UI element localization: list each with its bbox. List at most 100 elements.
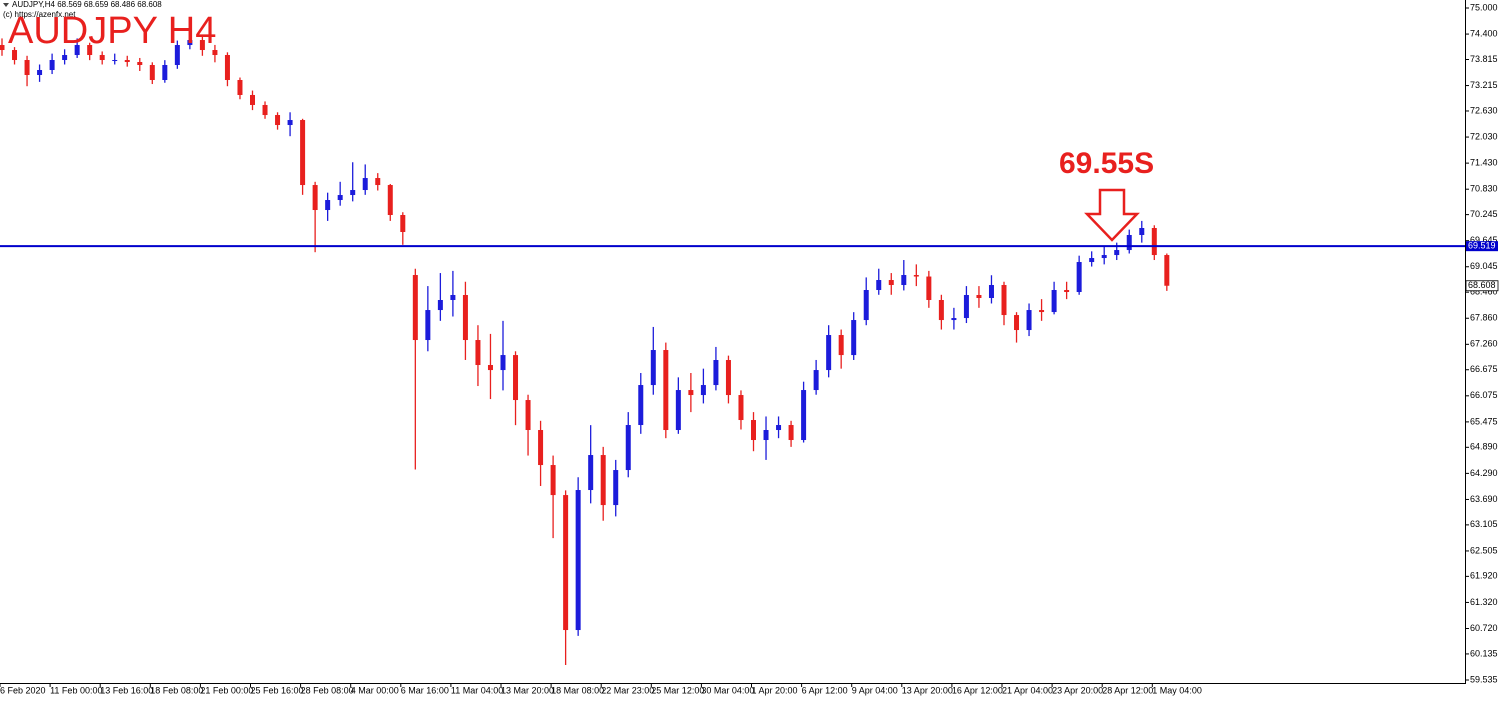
candle-body	[688, 390, 694, 396]
candle-body	[951, 318, 957, 321]
candle-body	[1014, 315, 1020, 331]
y-tick-label: 71.430	[1470, 157, 1498, 167]
candle-body	[663, 350, 669, 431]
candle-body	[462, 295, 468, 341]
candle-body	[162, 65, 168, 80]
candle-body	[49, 60, 55, 71]
candle-body	[513, 355, 519, 401]
candle-body	[74, 45, 80, 56]
candle-body	[199, 40, 205, 51]
candle-body	[1151, 227, 1157, 256]
candle-body	[675, 390, 681, 431]
candle-body	[776, 425, 782, 431]
candle-body	[187, 40, 193, 46]
candle-body	[738, 395, 744, 421]
candle-body	[412, 275, 418, 341]
x-tick-label: 18 Feb 08:00	[150, 685, 203, 695]
candle-body	[988, 285, 994, 299]
y-tick-label: 61.320	[1470, 597, 1498, 607]
chart-header: AUDJPY,H4 68.569 68.659 68.486 68.608	[12, 0, 162, 9]
candle-body	[700, 385, 706, 396]
candle-body	[938, 300, 944, 321]
candle-body	[763, 430, 769, 441]
y-tick-label: 66.075	[1470, 390, 1498, 400]
y-tick-label: 67.860	[1470, 313, 1498, 323]
candle-body	[362, 178, 368, 191]
candle-body	[149, 65, 155, 80]
x-tick-label: 9 Apr 04:00	[852, 685, 898, 695]
x-tick-label: 11 Mar 04:00	[451, 685, 503, 695]
candle-body	[212, 50, 218, 56]
y-tick-label: 73.815	[1470, 54, 1498, 64]
x-tick-label: 1 Apr 20:00	[752, 685, 798, 695]
x-tick-label: 6 Apr 12:00	[802, 685, 848, 695]
y-tick-label: 69.045	[1470, 261, 1498, 271]
y-tick-label: 72.630	[1470, 105, 1498, 115]
candle-body	[87, 45, 93, 56]
candle-body	[124, 60, 130, 63]
candle-body	[550, 465, 556, 496]
candle-body	[826, 335, 832, 371]
candle-body	[99, 55, 105, 61]
last-price-tag	[1465, 280, 1499, 292]
candle-body	[62, 55, 68, 61]
candle-body	[500, 355, 506, 371]
candle-body	[375, 178, 381, 186]
candle-body	[300, 120, 306, 186]
candle-body	[400, 215, 406, 232]
y-tick-label: 66.675	[1470, 364, 1498, 374]
y-tick-label: 63.690	[1470, 494, 1498, 504]
candle-body	[387, 185, 393, 216]
candle-body	[963, 295, 969, 319]
candle-body	[851, 320, 857, 356]
candle-body	[1139, 227, 1145, 235]
x-tick-label: 21 Feb 00:00	[200, 685, 253, 695]
x-tick-label: 13 Mar 20:00	[501, 685, 554, 695]
x-tick-label: 28 Apr 12:00	[1102, 685, 1153, 695]
candle-body	[137, 62, 143, 66]
y-tick-label: 75.000	[1470, 2, 1498, 12]
candle-body	[926, 276, 932, 301]
y-tick-label: 74.400	[1470, 28, 1498, 38]
candle-body	[525, 400, 531, 431]
candle-body	[1101, 255, 1107, 259]
candle-body	[112, 60, 118, 62]
x-tick-label: 28 Feb 08:00	[301, 685, 354, 695]
candle-body	[1114, 250, 1120, 256]
candle-body	[1051, 290, 1057, 313]
candle-body	[1064, 290, 1070, 293]
candle-body	[350, 190, 356, 196]
y-tick-label: 61.920	[1470, 571, 1498, 581]
arrow	[1084, 188, 1140, 242]
x-tick-label: 6 Mar 16:00	[401, 685, 449, 695]
candle-body	[538, 430, 544, 466]
candle-body	[876, 280, 882, 291]
x-tick-label: 4 Mar 00:00	[351, 685, 399, 695]
candle-body	[275, 115, 281, 126]
x-tick-label: 21 Apr 04:00	[1002, 685, 1053, 695]
candle-body	[425, 310, 431, 341]
candle-body	[475, 340, 481, 366]
candle-body	[437, 300, 443, 311]
x-tick-label: 23 Apr 20:00	[1052, 685, 1103, 695]
candle-body	[250, 94, 255, 105]
candle-body	[237, 79, 243, 95]
candle-body	[12, 50, 18, 61]
candle-body	[287, 120, 293, 126]
y-tick-label: 59.535	[1470, 674, 1498, 684]
level-tag-label: 69.519	[1468, 241, 1496, 251]
candle-body	[725, 360, 731, 396]
candle-body	[625, 425, 631, 471]
level-tag	[1466, 241, 1498, 252]
candle-body	[450, 295, 456, 301]
y-tick-label: 60.720	[1470, 623, 1498, 633]
candle-body	[901, 275, 907, 286]
y-tick-label: 70.830	[1470, 184, 1498, 194]
y-tick-label: 67.260	[1470, 339, 1498, 349]
candle-body	[600, 455, 606, 506]
candle-body	[838, 335, 844, 356]
x-tick-label: 22 Mar 23:00	[601, 685, 654, 695]
x-tick-label: 30 Mar 04:00	[701, 685, 754, 695]
